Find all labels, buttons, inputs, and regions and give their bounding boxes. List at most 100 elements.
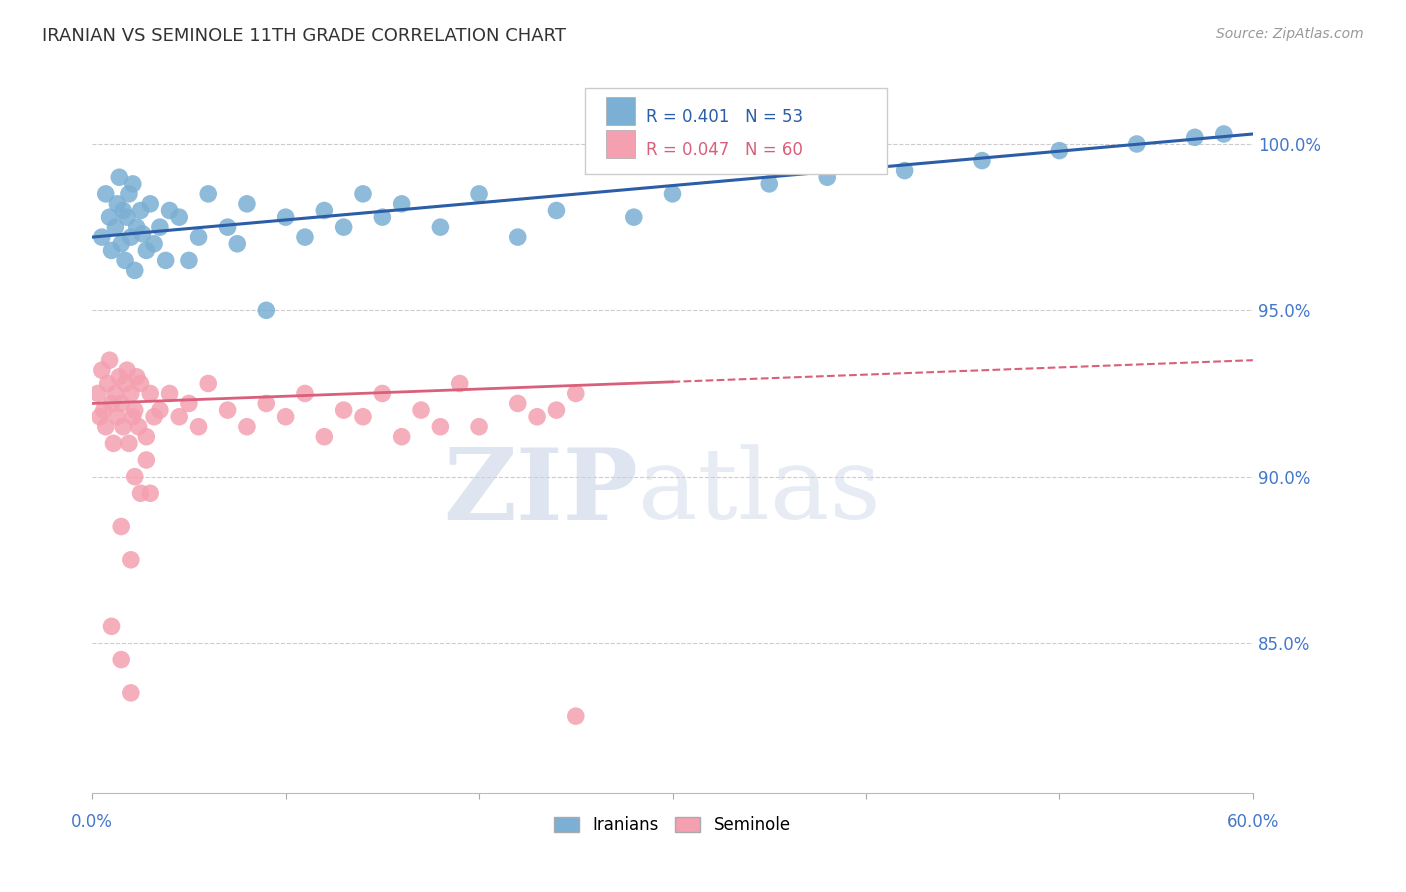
Point: [120, 686, 142, 700]
Point: [139, 386, 162, 401]
Point: [108, 369, 131, 384]
Point: [177, 396, 200, 410]
Point: [159, 203, 181, 218]
Point: [115, 210, 138, 224]
Point: [661, 186, 683, 201]
FancyBboxPatch shape: [606, 96, 636, 126]
Point: [129, 203, 152, 218]
Point: [274, 409, 297, 424]
Point: [332, 403, 354, 417]
Point: [167, 409, 190, 424]
Point: [332, 220, 354, 235]
Point: [125, 369, 148, 384]
Point: [87, 386, 110, 401]
Point: [124, 469, 146, 483]
Text: Source: ZipAtlas.com: Source: ZipAtlas.com: [1216, 27, 1364, 41]
Point: [125, 220, 148, 235]
Point: [1184, 130, 1206, 145]
Point: [155, 253, 177, 268]
Point: [100, 396, 122, 410]
Point: [468, 419, 491, 434]
Point: [565, 709, 588, 723]
Point: [120, 386, 142, 401]
Point: [409, 403, 432, 417]
Point: [177, 253, 200, 268]
Point: [236, 197, 259, 211]
Text: atlas: atlas: [638, 444, 880, 541]
Point: [103, 436, 125, 450]
Point: [506, 230, 529, 244]
Point: [226, 236, 249, 251]
Point: [294, 230, 316, 244]
Point: [100, 244, 122, 258]
Point: [110, 396, 132, 410]
Point: [314, 203, 336, 218]
Point: [94, 419, 117, 434]
Point: [129, 486, 152, 500]
Point: [114, 253, 136, 268]
FancyBboxPatch shape: [585, 88, 887, 174]
Point: [120, 553, 142, 567]
Point: [449, 376, 471, 391]
Point: [1047, 144, 1070, 158]
Point: [93, 403, 115, 417]
Point: [121, 177, 143, 191]
Point: [120, 230, 142, 244]
Point: [197, 376, 219, 391]
Point: [129, 376, 152, 391]
Point: [110, 519, 132, 533]
Point: [352, 409, 374, 424]
Point: [139, 197, 162, 211]
Point: [110, 652, 132, 666]
Point: [139, 486, 162, 500]
Point: [236, 419, 259, 434]
Point: [90, 230, 112, 244]
Point: [105, 409, 128, 424]
Point: [159, 386, 181, 401]
Text: ZIP: ZIP: [443, 443, 638, 541]
Point: [254, 303, 277, 318]
Point: [97, 376, 120, 391]
Point: [98, 353, 121, 368]
Point: [94, 186, 117, 201]
Point: [314, 430, 336, 444]
Point: [565, 386, 588, 401]
Point: [187, 230, 209, 244]
Point: [131, 227, 153, 241]
Point: [893, 163, 915, 178]
Point: [143, 409, 166, 424]
FancyBboxPatch shape: [606, 129, 636, 158]
Point: [546, 403, 568, 417]
Point: [112, 419, 135, 434]
Point: [124, 263, 146, 277]
Legend: Iranians, Seminole: Iranians, Seminole: [554, 816, 792, 834]
Point: [391, 197, 413, 211]
Point: [149, 220, 172, 235]
Point: [143, 236, 166, 251]
Text: 0.0%: 0.0%: [72, 813, 112, 830]
Point: [104, 220, 127, 235]
Point: [100, 619, 122, 633]
Point: [429, 419, 451, 434]
Text: 60.0%: 60.0%: [1226, 813, 1279, 830]
Point: [135, 244, 157, 258]
Point: [108, 170, 131, 185]
Point: [104, 386, 127, 401]
Point: [506, 396, 529, 410]
Point: [468, 186, 491, 201]
Point: [758, 177, 780, 191]
Point: [98, 210, 121, 224]
Text: R = 0.047   N = 60: R = 0.047 N = 60: [645, 141, 803, 159]
Point: [118, 436, 141, 450]
Text: R = 0.401   N = 53: R = 0.401 N = 53: [645, 108, 803, 126]
Point: [115, 363, 138, 377]
Point: [121, 409, 143, 424]
Point: [391, 430, 413, 444]
Point: [526, 409, 548, 424]
Point: [274, 210, 297, 224]
Point: [352, 186, 374, 201]
Point: [114, 376, 136, 391]
Point: [1126, 136, 1149, 151]
Point: [546, 203, 568, 218]
Point: [970, 153, 993, 168]
